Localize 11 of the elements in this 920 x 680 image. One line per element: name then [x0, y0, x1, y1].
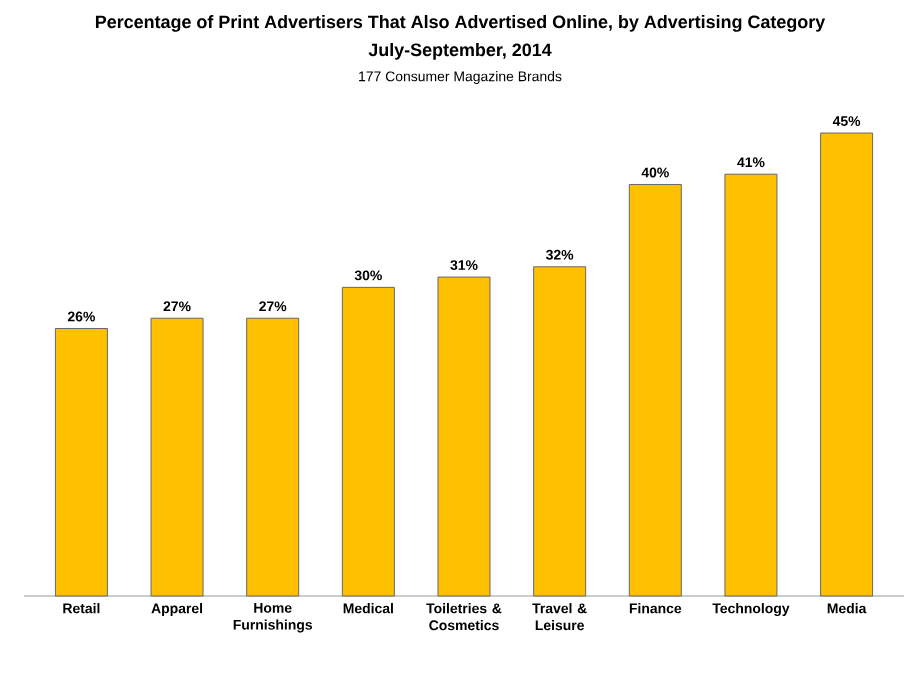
- bar: [820, 132, 874, 597]
- bar: [628, 183, 682, 597]
- bar: [54, 328, 108, 597]
- bar: [341, 286, 395, 597]
- bar: [533, 266, 587, 597]
- bar: [724, 173, 778, 597]
- chart-subtitle: July-September, 2014: [368, 43, 552, 60]
- chart-title: Percentage of Print Advertisers That Also Advertised Online, by Advertising Category: [95, 15, 826, 32]
- bar: [437, 276, 491, 597]
- bar: [150, 317, 204, 597]
- bar: [246, 317, 300, 597]
